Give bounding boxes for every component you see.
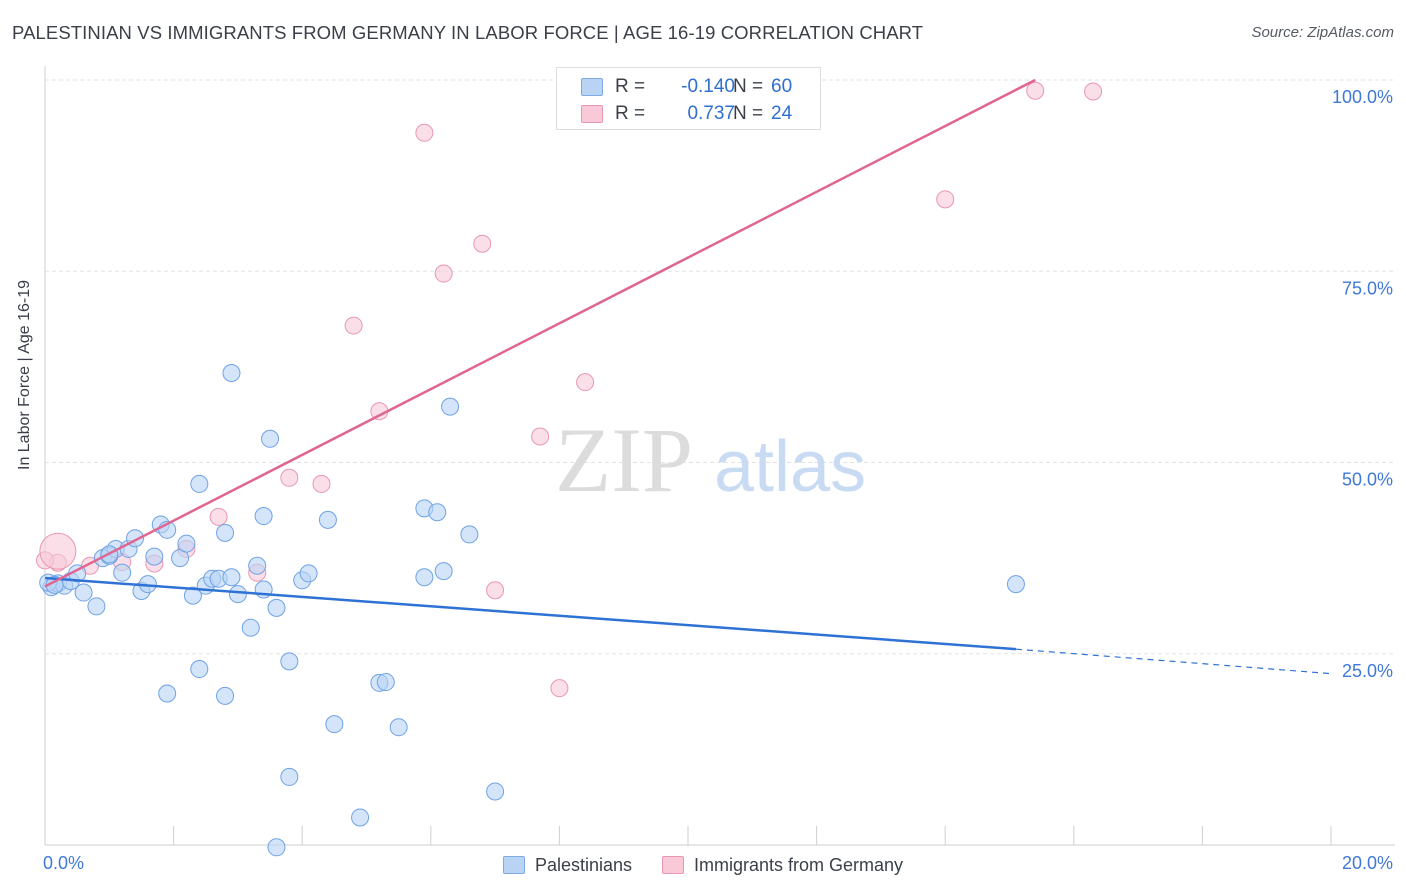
trend-lines [44, 78, 1332, 675]
palestinian-point [486, 782, 505, 801]
palestinian-point [415, 568, 434, 587]
legend: Palestinians Immigrants from Germany [0, 851, 1406, 879]
palestinians-trend-line [44, 576, 1017, 651]
n-value: 60 [771, 76, 793, 97]
series-palestinians-points [39, 363, 1025, 857]
stats-legend: R = -0.140 N = 60 R = 0.737 N = 24 [556, 67, 821, 130]
watermark-zip: ZIP [555, 409, 693, 511]
germany-point [550, 679, 569, 698]
palestinian-point [190, 474, 209, 493]
stats-swatch-pink [581, 105, 603, 123]
palestinians-trend-extension [1015, 648, 1332, 675]
r-label: R = [615, 76, 646, 97]
palestinian-point [183, 586, 202, 605]
palestinian-point [267, 598, 286, 617]
palestinian-point [254, 507, 273, 526]
palestinian-point [389, 718, 408, 737]
germany-point [936, 190, 955, 209]
palestinian-point [351, 808, 370, 827]
palestinian-point [248, 556, 267, 575]
palestinian-point [177, 534, 196, 553]
palestinian-point [190, 660, 209, 679]
legend-item-palestinians[interactable]: Palestinians [502, 851, 632, 879]
palestinian-point [145, 547, 164, 566]
palestinian-point [299, 564, 318, 583]
palestinian-point [376, 673, 395, 692]
germany-trend-line [44, 78, 1036, 588]
source-label: Source: ZipAtlas.com [1251, 24, 1394, 41]
palestinian-point [1006, 575, 1025, 594]
r-value: -0.140 [681, 76, 735, 97]
palestinian-point [428, 503, 447, 522]
palestinian-point [325, 715, 344, 734]
germany-point [531, 427, 550, 446]
chart-title: PALESTINIAN VS IMMIGRANTS FROM GERMANY I… [12, 22, 924, 43]
germany-point [576, 373, 595, 392]
palestinian-point [87, 597, 106, 616]
legend-swatch-pink [662, 856, 684, 874]
palestinian-point [280, 767, 299, 786]
stats-swatch-blue [581, 78, 603, 96]
palestinian-point [241, 618, 260, 637]
palestinian-point [228, 585, 247, 604]
x-tick-label: 0.0% [43, 853, 84, 873]
germany-point [473, 234, 492, 253]
germany-point [415, 123, 434, 142]
r-value: 0.737 [687, 103, 735, 124]
y-tick-label: 50.0% [1342, 470, 1393, 490]
y-axis-label: In Labor Force | Age 16-19 [16, 279, 33, 470]
germany-point [1084, 82, 1103, 101]
palestinian-point [222, 363, 241, 382]
n-label: N = [733, 103, 764, 124]
palestinian-point [216, 686, 235, 705]
y-tick-label: 100.0% [1332, 87, 1393, 107]
x-tick-label: 20.0% [1342, 853, 1393, 873]
palestinian-point [434, 562, 453, 581]
n-value: 24 [771, 103, 793, 124]
germany-point [486, 581, 505, 600]
germany-point [344, 316, 363, 335]
legend-item-germany[interactable]: Immigrants from Germany [662, 851, 903, 879]
palestinian-point [267, 838, 286, 857]
palestinian-point [74, 583, 93, 602]
y-tick-label: 25.0% [1342, 661, 1393, 681]
germany-point [209, 507, 228, 526]
germany-point [1026, 81, 1045, 100]
n-label: N = [733, 76, 764, 97]
palestinian-point [113, 563, 132, 582]
watermark-atlas: atlas [714, 427, 866, 507]
gridlines [45, 79, 1395, 655]
palestinian-point [441, 397, 460, 416]
palestinian-point [261, 429, 280, 448]
palestinian-point [158, 684, 177, 703]
germany-point-large [39, 532, 77, 570]
legend-label: Palestinians [534, 854, 632, 875]
palestinian-point [216, 523, 235, 542]
r-label: R = [615, 103, 646, 124]
palestinian-point [280, 652, 299, 671]
germany-point [434, 264, 453, 283]
palestinian-point [222, 568, 241, 587]
legend-label: Immigrants from Germany [694, 854, 904, 875]
y-tick-label: 75.0% [1342, 278, 1393, 298]
germany-point [280, 468, 299, 487]
tick-labels: 100.0% 75.0% 50.0% 25.0% 0.0% 20.0% [43, 87, 1393, 873]
palestinian-point [318, 510, 337, 529]
legend-swatch-blue [502, 856, 525, 874]
germany-point [312, 474, 331, 493]
series-germany-points [36, 80, 1103, 698]
palestinian-point [460, 525, 479, 544]
